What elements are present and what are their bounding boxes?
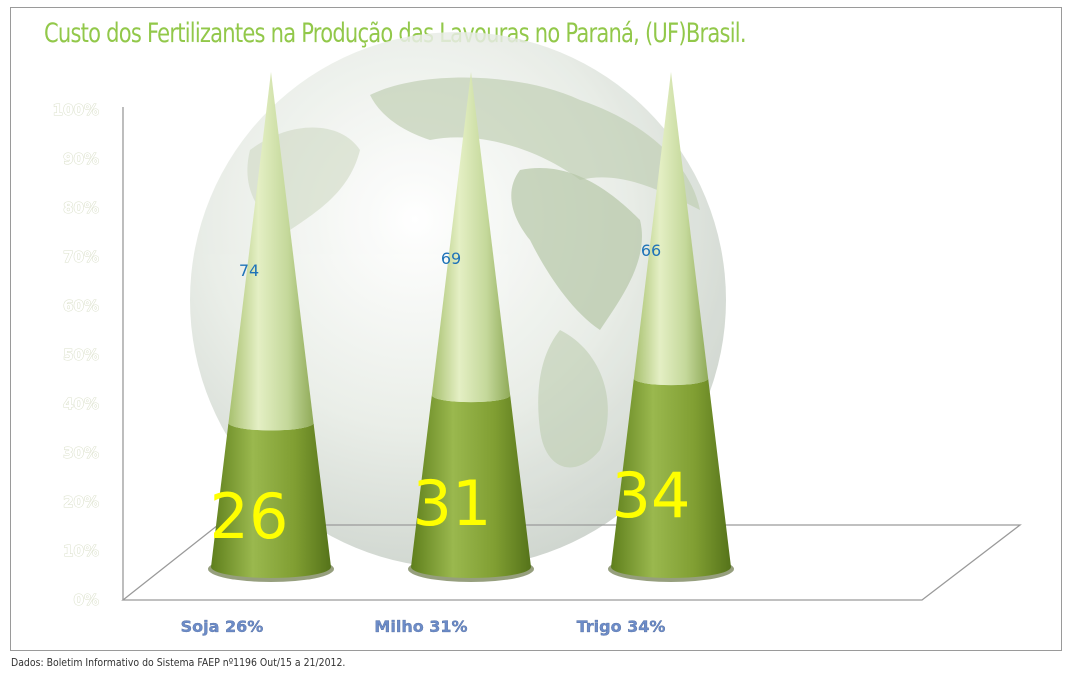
y-tick-label: 10% (63, 542, 99, 560)
y-tick-label: 70% (63, 248, 99, 266)
category-label: Milho 31% (374, 617, 467, 636)
y-tick-label: 0% (74, 591, 99, 609)
y-tick-label: 100% (53, 101, 99, 119)
value-label-high: 66 (641, 241, 661, 260)
chart-floor (121, 107, 1022, 601)
y-tick-label: 90% (63, 150, 99, 168)
value-label-low: 31 (413, 467, 492, 540)
y-tick-label: 40% (63, 395, 99, 413)
cone-1: 26 74 (208, 72, 334, 582)
category-label: Soja 26% (181, 617, 264, 636)
value-label-low: 26 (210, 480, 289, 553)
y-axis-ticks: 0% 10% 20% 30% 40% 50% 60% 70% 80% 90% 100% (52, 101, 99, 610)
cone-segment-high (228, 72, 314, 431)
value-label-low: 34 (612, 459, 691, 532)
cone-segment-low (611, 378, 731, 578)
cone-3: 34 66 (608, 72, 734, 582)
y-tick-label: 20% (63, 493, 99, 511)
y-tick-label: 30% (63, 444, 99, 462)
cone-segment-low (211, 422, 331, 578)
y-tick-label: 50% (63, 346, 99, 364)
y-tick-label: 60% (63, 297, 99, 315)
cone-segment-high (431, 72, 511, 403)
x-axis-categories: Soja 26% Milho 31% Trigo 34% (181, 617, 666, 636)
value-label-high: 69 (441, 249, 461, 268)
cone-series: 26 74 31 69 34 66 (208, 72, 734, 582)
cone-segment-low (411, 395, 531, 578)
cone-segment-high (633, 72, 709, 386)
cone-2: 31 69 (408, 72, 534, 582)
data-source-note: Dados: Boletim Informativo do Sistema FA… (11, 656, 346, 669)
value-label-high: 74 (239, 261, 259, 280)
y-tick-label: 80% (63, 199, 99, 217)
category-label: Trigo 34% (577, 617, 666, 636)
